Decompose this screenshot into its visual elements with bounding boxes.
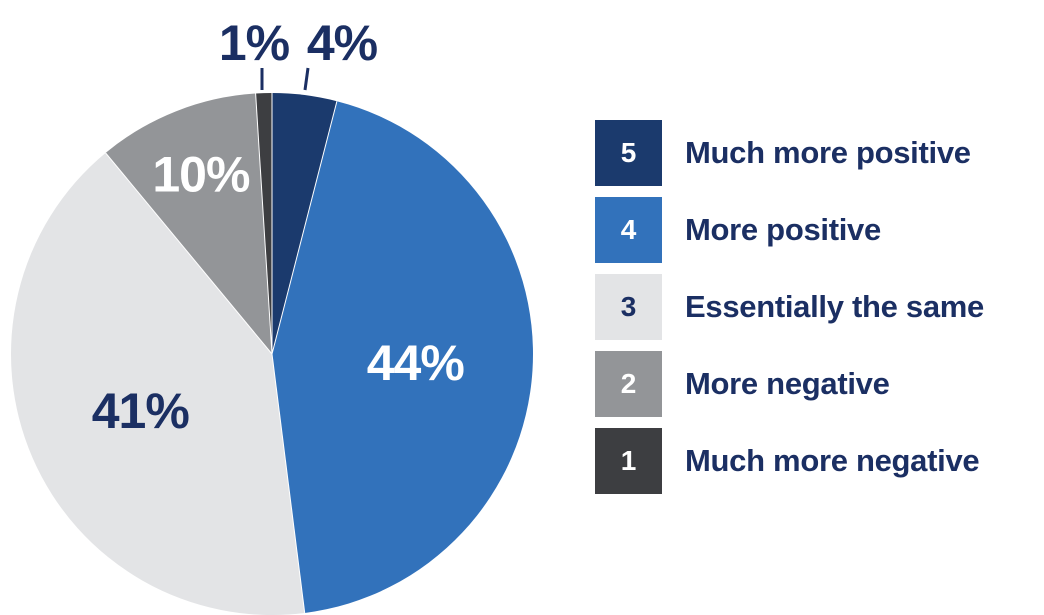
- legend-item-3: 3 Essentially the same: [595, 274, 1035, 340]
- pie-slice-3: [11, 152, 305, 615]
- legend-item-2: 2 More negative: [595, 351, 1035, 417]
- legend-label-5: Much more positive: [685, 135, 971, 170]
- legend: 5 Much more positive 4 More positive 3 Essent…: [595, 120, 1035, 505]
- slice-label-1: 1%: [219, 15, 290, 71]
- pie-slice-2: [105, 93, 272, 355]
- legend-swatch-4: 4: [595, 197, 662, 263]
- slice-label-4: 44%: [367, 335, 465, 391]
- slice-label-5: 4%: [307, 15, 378, 71]
- legend-item-5: 5 Much more positive: [595, 120, 1035, 186]
- leader-line-5: [303, 67, 310, 91]
- leader-lines: [260, 67, 310, 91]
- legend-label-4: More positive: [685, 212, 881, 247]
- slice-separator: [105, 152, 273, 355]
- legend-label-2: More negative: [685, 366, 890, 401]
- legend-label-3: Essentially the same: [685, 289, 984, 324]
- legend-swatch-5: 5: [595, 120, 662, 186]
- legend-item-1: 1 Much more negative: [595, 428, 1035, 494]
- legend-swatch-1: 1: [595, 428, 662, 494]
- slice-separator: [271, 353, 306, 614]
- legend-swatch-2: 2: [595, 351, 662, 417]
- legend-label-1: Much more negative: [685, 443, 980, 478]
- slice-separator: [255, 93, 273, 355]
- slice-label-3: 41%: [92, 383, 190, 439]
- slice-separator: [271, 101, 338, 355]
- legend-item-4: 4 More positive: [595, 197, 1035, 263]
- slice-labels: 4% 44% 41% 10% 1%: [92, 15, 466, 439]
- pie-slice-5: [272, 93, 337, 354]
- pie-slices: [11, 93, 533, 615]
- slice-label-2: 10%: [152, 146, 250, 202]
- pie-slice-4: [272, 101, 533, 613]
- legend-swatch-3: 3: [595, 274, 662, 340]
